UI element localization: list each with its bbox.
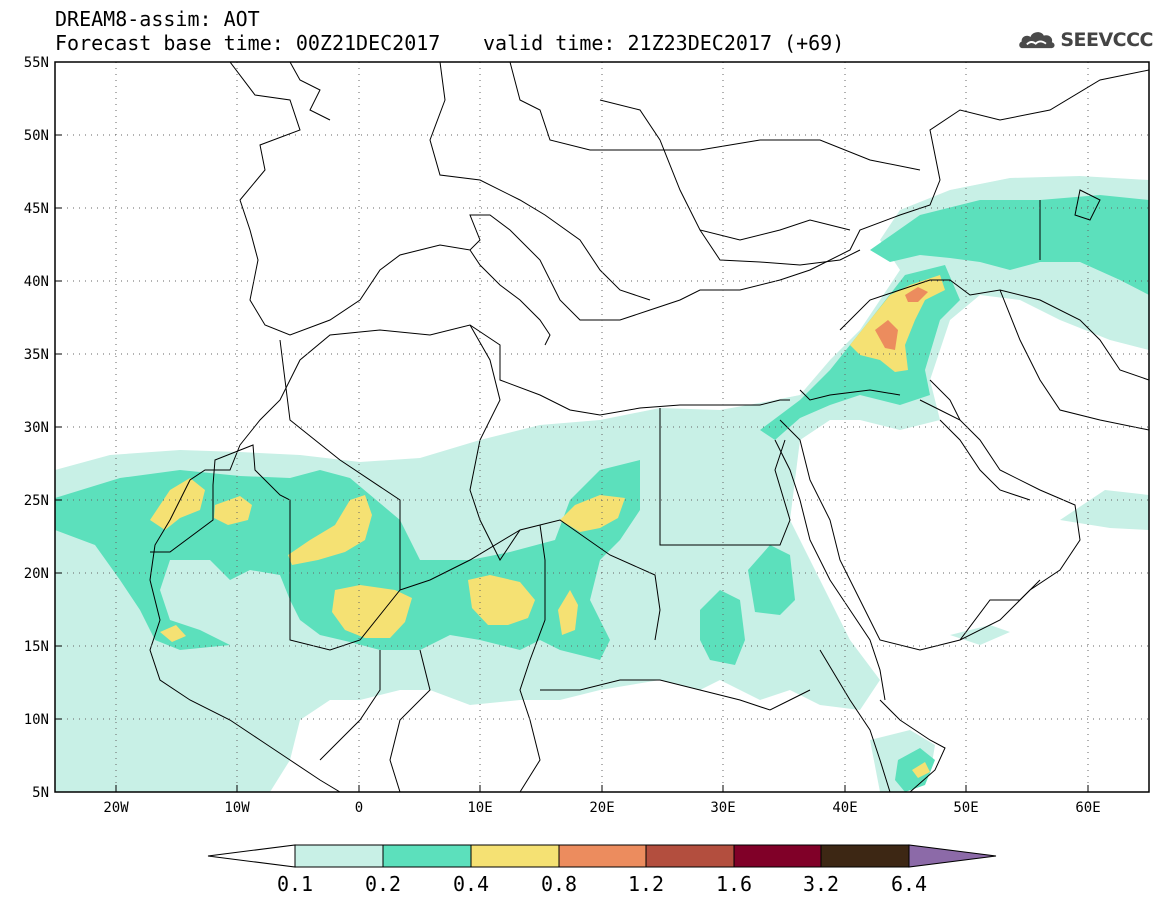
- y-tick-label: 30N: [24, 420, 49, 436]
- y-tick-label: 40N: [24, 274, 49, 290]
- colorbar-label: 0.4: [453, 872, 489, 896]
- x-tick-label: 20E: [589, 800, 614, 816]
- y-tick-label: 15N: [24, 639, 49, 655]
- colorbar-labels: 0.1 0.2 0.4 0.8 1.2 1.6 3.2 6.4: [277, 872, 927, 896]
- aot-level-0.4: [150, 275, 945, 778]
- y-tick-label: 10N: [24, 712, 49, 728]
- y-tick-label: 35N: [24, 347, 49, 363]
- colorbar-segment: [645, 844, 735, 868]
- y-tick-label: 50N: [24, 128, 49, 144]
- colorbar-label: 0.2: [365, 872, 401, 896]
- y-tick-label: 5N: [32, 785, 49, 801]
- colorbar-segment: [558, 844, 647, 868]
- x-tick-label: 60E: [1075, 800, 1100, 816]
- colorbar-label: 0.1: [277, 872, 313, 896]
- valid-time: valid time: 21Z23DEC2017 (+69): [483, 31, 845, 55]
- colorbar-low-arrow: [207, 844, 296, 868]
- x-tick-label: 50E: [953, 800, 978, 816]
- logo-text: SEEVCCC: [1060, 29, 1153, 51]
- x-tick-label: 30E: [710, 800, 735, 816]
- colorbar-segment: [820, 844, 910, 868]
- aot-contours: [55, 176, 1149, 792]
- map-title: DREAM8-assim: AOT: [55, 7, 260, 31]
- seevccc-logo: SEEVCCC: [1018, 24, 1153, 56]
- x-tick-label: 20W: [103, 800, 129, 816]
- x-tick-label: 10W: [224, 800, 250, 816]
- y-tick-label: 20N: [24, 566, 49, 582]
- colorbar-label: 0.8: [541, 872, 577, 896]
- forecast-base-time: Forecast base time: 00Z21DEC2017: [55, 31, 441, 55]
- tick-marks: [55, 134, 1089, 792]
- colorbar-segment: [294, 844, 384, 868]
- colorbar-segment: [733, 844, 822, 868]
- colorbar-segment: [382, 844, 472, 868]
- x-tick-label: 10E: [467, 800, 492, 816]
- grid-lines: [55, 62, 1149, 792]
- y-tick-labels: 55N 50N 45N 40N 35N 30N 25N 20N 15N 10N …: [24, 55, 49, 801]
- aot-level-0.8: [875, 287, 928, 350]
- x-tick-label: 0: [355, 800, 363, 816]
- x-tick-labels: 20W 10W 0 10E 20E 30E 40E 50E 60E: [103, 800, 1100, 816]
- colorbar-label: 1.2: [628, 872, 664, 896]
- y-tick-label: 45N: [24, 201, 49, 217]
- colorbar-label: 6.4: [891, 872, 927, 896]
- y-tick-label: 25N: [24, 493, 49, 509]
- colorbar-segment: [470, 844, 560, 868]
- colorbar: [207, 844, 997, 868]
- colorbar-label: 3.2: [803, 872, 839, 896]
- y-tick-label: 55N: [24, 55, 49, 71]
- x-tick-label: 40E: [832, 800, 857, 816]
- cloud-icon: [1019, 32, 1055, 49]
- colorbar-label: 1.6: [716, 872, 752, 896]
- colorbar-high-arrow: [908, 844, 997, 868]
